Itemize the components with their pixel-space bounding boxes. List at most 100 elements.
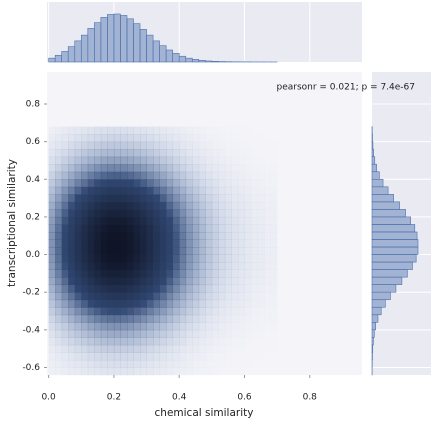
density-cell [251, 172, 258, 180]
density-cell [224, 201, 232, 210]
density-cell [264, 142, 271, 150]
density-cell [212, 367, 219, 375]
density-cell [55, 134, 63, 143]
density-cell [159, 284, 167, 293]
density-cell [231, 314, 239, 323]
density-cell [251, 134, 258, 142]
density-cell [81, 254, 89, 263]
density-cell [153, 292, 161, 301]
density-cell [159, 164, 167, 173]
density-cell [133, 314, 141, 323]
density-cell [100, 299, 108, 308]
density-cell [94, 186, 102, 195]
density-cell [218, 314, 226, 323]
density-cell [107, 164, 115, 173]
density-cell [225, 142, 232, 150]
density-cell [61, 134, 69, 143]
density-cell [211, 247, 219, 255]
density-cell [153, 269, 161, 278]
density-cell [224, 247, 232, 255]
density-cell [68, 262, 76, 271]
density-cell [68, 307, 76, 316]
density-cell [185, 171, 193, 180]
density-cell [231, 209, 239, 218]
density-cell [224, 277, 232, 286]
density-cell [205, 329, 213, 338]
density-cell [100, 201, 108, 210]
density-cell [198, 292, 206, 301]
density-cell [159, 224, 167, 233]
density-cell [94, 216, 102, 225]
density-cell [258, 149, 265, 157]
density-cell [257, 224, 265, 233]
density-cell [100, 284, 108, 293]
density-cell [270, 239, 278, 248]
density-cell [48, 307, 56, 316]
density-cell [140, 367, 147, 376]
density-cell [61, 247, 69, 255]
density-cell [100, 156, 108, 165]
density-cell [179, 307, 187, 316]
density-cell [107, 209, 115, 218]
density-cell [48, 134, 56, 143]
density-cell [87, 292, 95, 301]
density-cell [133, 224, 141, 233]
histogram-bar [139, 29, 147, 63]
density-cell [126, 269, 134, 278]
density-cell [87, 367, 95, 376]
density-cell [68, 344, 76, 353]
density-cell [153, 216, 161, 225]
density-cell [159, 126, 167, 135]
density-cell [133, 247, 141, 255]
density-cell [257, 201, 265, 210]
density-cell [257, 254, 265, 263]
density-cell [211, 284, 219, 293]
density-cell [192, 307, 200, 316]
density-cell [120, 329, 128, 338]
density-cell [74, 344, 82, 353]
density-cell [198, 239, 206, 248]
density-cell [159, 156, 167, 165]
density-cell [218, 292, 226, 301]
density-cell [192, 149, 200, 158]
density-cell [172, 254, 180, 263]
density-cell [48, 224, 56, 233]
density-cell [231, 157, 238, 165]
density-cell [211, 224, 219, 233]
density-cell [251, 337, 258, 345]
density-cell [172, 239, 180, 248]
density-cell [100, 344, 108, 353]
density-cell [185, 186, 193, 195]
density-cell [205, 352, 212, 360]
density-cell [225, 337, 232, 345]
density-cell [251, 300, 258, 308]
density-cell [172, 307, 180, 316]
density-cell [251, 127, 258, 135]
density-cell [81, 292, 89, 301]
density-cell [159, 141, 167, 150]
density-cell [133, 126, 141, 135]
density-cell [198, 322, 206, 331]
density-cell [205, 277, 213, 286]
density-cell [211, 209, 219, 218]
density-cell [107, 224, 115, 233]
density-cell [153, 201, 161, 210]
density-cell [179, 284, 187, 293]
density-cell [74, 269, 82, 278]
density-cell [172, 224, 180, 233]
density-cell [61, 277, 69, 286]
density-cell [120, 186, 128, 195]
histogram-bar [113, 13, 121, 63]
density-cell [107, 307, 115, 316]
density-cell [271, 315, 278, 323]
density-cell [74, 292, 82, 301]
density-cell [100, 126, 108, 135]
density-cell [264, 239, 272, 248]
density-cell [146, 156, 154, 165]
density-cell [211, 179, 219, 188]
density-cell [100, 239, 108, 248]
density-cell [244, 209, 252, 218]
density-cell [87, 337, 95, 346]
density-cell [166, 329, 174, 338]
density-cell [68, 284, 76, 293]
